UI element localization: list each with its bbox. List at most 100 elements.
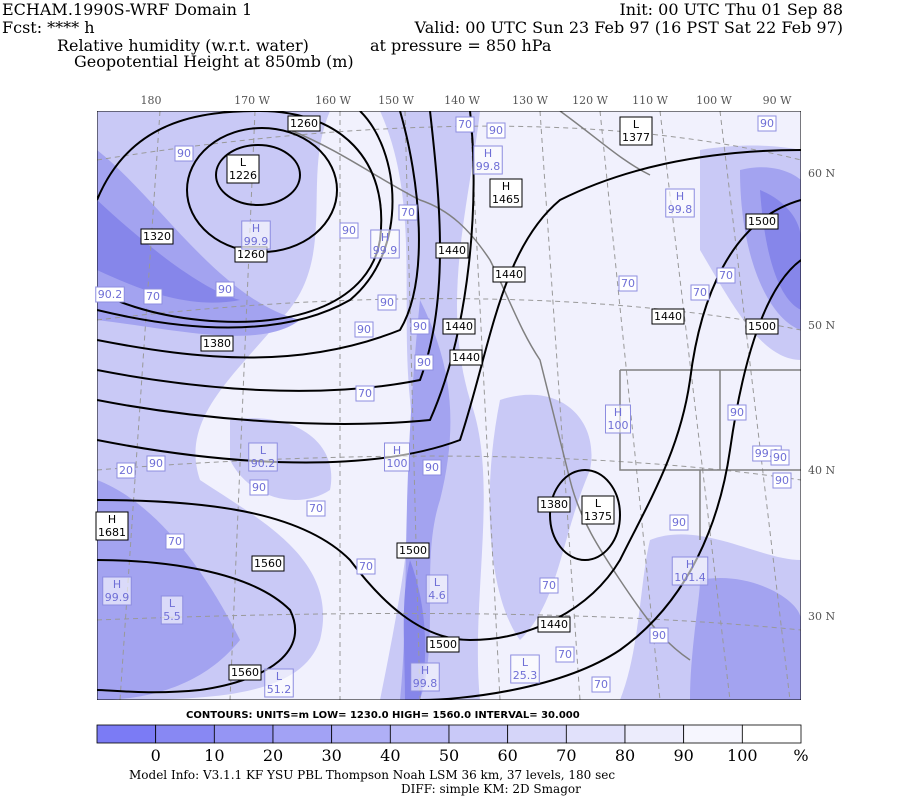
contour-label: 1500 <box>748 215 776 228</box>
humidity-extremum-value: 25.3 <box>513 669 538 682</box>
humidity-label-box <box>165 533 185 550</box>
latitude-label: 60 N <box>808 167 835 180</box>
longitude-label: 140 W <box>444 94 480 107</box>
height-extremum-type: L <box>595 497 602 510</box>
humidity-extremum-box <box>370 229 400 259</box>
contour-label: 1440 <box>495 268 523 281</box>
contour-label: 1560 <box>254 557 282 570</box>
contour-label-box <box>537 496 571 513</box>
humidity-label: 70 <box>458 118 472 131</box>
humidity-label-box <box>356 558 376 575</box>
humidity-label-box <box>455 116 475 133</box>
colorbar-tick-label: 80 <box>615 746 635 765</box>
height-extremum-value: 1226 <box>229 169 257 182</box>
colorbar-swatch <box>272 724 333 744</box>
colorbar-swatch <box>624 724 685 744</box>
humidity-label: 90 <box>773 451 787 464</box>
contour-label: 1260 <box>290 117 318 130</box>
header-text: at pressure = 850 hPa <box>370 36 552 55</box>
humidity-label-box <box>354 321 374 338</box>
contour-label: 1440 <box>540 618 568 631</box>
contour-label: 1440 <box>438 244 466 257</box>
humidity-extremum-value: 4.6 <box>428 589 446 602</box>
humidity-label-box <box>306 500 326 517</box>
humidity-label: 90 <box>760 117 774 130</box>
contour-label: 1560 <box>231 666 259 679</box>
height-extremum-type: L <box>633 118 640 131</box>
humidity-label-box <box>618 275 638 292</box>
humidity-extremum-type: L <box>276 670 283 683</box>
humidity-extremum-type: H <box>381 231 389 244</box>
colorbar-unit: % <box>793 746 808 765</box>
height-extremum-box <box>619 116 653 146</box>
longitude-label: 120 W <box>572 94 608 107</box>
height-extremum-value: 1377 <box>622 131 650 144</box>
height-extremum-box <box>226 154 260 184</box>
humidity-label-box <box>398 204 418 221</box>
contour-label: 1380 <box>203 337 231 350</box>
humidity-extremum-value: 99.8 <box>668 203 693 216</box>
humidity-label-box <box>716 267 736 284</box>
map <box>97 111 801 700</box>
header-text: ECHAM.1990S-WRF Domain 1 <box>2 0 252 19</box>
header-text: Init: 00 UTC Thu 01 Sep 88 <box>619 0 843 19</box>
humidity-label-box <box>355 385 375 402</box>
height-extremum-type: H <box>108 513 116 526</box>
contour-label-box <box>651 308 685 325</box>
contour-label-box <box>442 318 476 335</box>
humidity-extremum-box <box>425 574 449 604</box>
humidity-extremum-box <box>241 220 271 250</box>
humidity-label: 90 <box>342 224 356 237</box>
height-extremum-box <box>489 178 523 208</box>
contour-label: 1500 <box>748 320 776 333</box>
contour-label: 1320 <box>143 230 171 243</box>
contour-label-box <box>251 555 285 572</box>
humidity-extremum-box <box>264 668 294 698</box>
humidity-label: 90 <box>672 516 686 529</box>
humidity-extremum-box <box>510 654 540 684</box>
contour-label-box <box>287 115 321 132</box>
humidity-label-box <box>116 462 136 479</box>
contour-label-box <box>449 349 483 366</box>
contour-label-box <box>140 228 174 245</box>
humidity-label: 70 <box>542 579 556 592</box>
humidity-label-box <box>772 472 792 489</box>
humidity-extremum-type: H <box>113 578 121 591</box>
contour-label: 1260 <box>237 248 265 261</box>
humidity-label: 70 <box>719 269 733 282</box>
header-text: Relative humidity (w.r.t. water) <box>57 36 309 55</box>
longitude-label: 180 <box>141 94 162 107</box>
contour-label-box <box>537 616 571 633</box>
humidity-extremum-box <box>410 662 440 692</box>
colorbar-swatch <box>741 724 802 744</box>
humidity-label: 70 <box>358 387 372 400</box>
humidity-label-box <box>143 288 163 305</box>
humidity-extremum-box <box>248 442 278 472</box>
humidity-label-box <box>422 459 442 476</box>
humidity-extremum-box <box>665 188 695 218</box>
humidity-label: 70 <box>309 502 323 515</box>
longitude-label: 170 W <box>234 94 270 107</box>
humidity-extremum-value: 101.4 <box>674 571 706 584</box>
height-extremum-value: 1681 <box>98 526 126 539</box>
colorbar-tick-label: 0 <box>151 746 161 765</box>
humidity-label: 90 <box>177 147 191 160</box>
humidity-extremum-type: H <box>252 222 260 235</box>
humidity-label: 90 <box>149 457 163 470</box>
humidity-label: 70 <box>594 678 608 691</box>
colorbar-swatch <box>389 724 450 744</box>
humidity-extremum-value: 5.5 <box>163 610 181 623</box>
humidity-extremum-type: H <box>614 406 622 419</box>
humidity-label: 90.2 <box>98 288 123 301</box>
humidity-label: 90 <box>775 474 789 487</box>
contour-label-box <box>200 335 234 352</box>
contour-label-box <box>426 636 460 653</box>
humidity-label-box <box>486 122 506 139</box>
humidity-label-box <box>249 479 269 496</box>
humidity-label-box <box>339 222 359 239</box>
humidity-extremum-box <box>473 145 503 175</box>
header-text: Geopotential Height at 850mb (m) <box>74 52 354 71</box>
colorbar-tick-label: 70 <box>556 746 576 765</box>
latitude-label: 40 N <box>808 464 835 477</box>
humidity-label: 90 <box>417 356 431 369</box>
